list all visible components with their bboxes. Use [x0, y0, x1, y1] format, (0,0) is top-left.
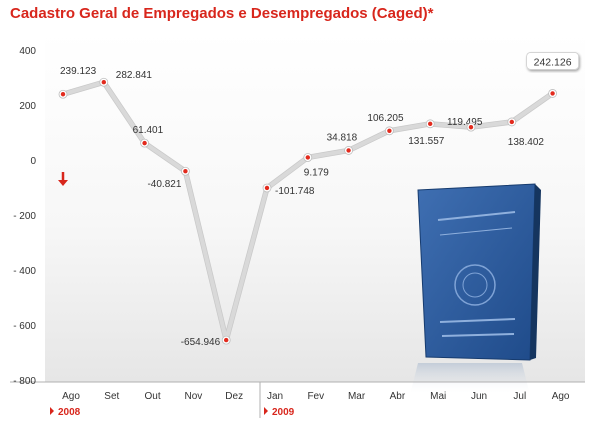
x-tick-label: Nov	[185, 391, 203, 402]
data-marker-center	[305, 155, 310, 160]
data-label: -101.748	[275, 186, 315, 197]
data-marker-center	[264, 185, 270, 191]
data-marker-center	[60, 92, 66, 97]
data-label: 242.126	[534, 56, 572, 68]
x-tick-label: Jul	[513, 391, 526, 402]
x-tick-label: Fev	[307, 391, 324, 402]
year-label: 2009	[272, 407, 295, 418]
x-tick-label: Out	[145, 391, 161, 402]
data-label: 239.123	[60, 66, 97, 77]
data-marker-center	[428, 121, 433, 127]
work-card-text-line	[439, 227, 513, 236]
y-tick-label: 200	[19, 101, 36, 112]
data-label: 282.841	[116, 70, 153, 81]
highlighted-value-callout: 242.126	[526, 52, 579, 70]
y-tick-label: 0	[30, 156, 36, 167]
callout-box	[526, 52, 579, 70]
data-label: 106.205	[367, 113, 404, 124]
y-tick-label: - 400	[13, 266, 36, 277]
data-label: -654.946	[181, 337, 221, 348]
x-axis-ticks: Ago Set Out Nov Dez Jan Fev Mar Abr Mai Jun Jul Ago	[62, 391, 570, 402]
work-card-photo	[410, 183, 541, 395]
data-marker-center	[224, 337, 229, 343]
data-marker-center	[142, 140, 147, 146]
work-card-spine	[530, 184, 541, 360]
down-arrow-icon	[58, 172, 68, 186]
data-label: -40.821	[147, 179, 181, 190]
data-marker-center	[346, 148, 351, 153]
year-marker-icon	[264, 407, 268, 415]
x-tick-label: Mar	[348, 391, 366, 402]
data-marker-center	[183, 169, 188, 174]
x-tick-label: Ago	[552, 391, 570, 402]
year-labels: 2008 2009	[50, 407, 295, 418]
data-marker-center	[509, 119, 514, 125]
work-card-emblem	[454, 264, 496, 306]
work-card-emblem-inner	[462, 272, 488, 298]
work-card-text-line	[441, 333, 515, 337]
y-axis-ticks: 400 200 0 - 200 - 400 - 600 - 800	[13, 46, 36, 387]
data-marker-center	[550, 91, 555, 96]
year-marker-icon	[50, 407, 54, 415]
chart-title: Cadastro Geral de Empregados e Desempreg…	[10, 5, 434, 22]
data-label: 119.495	[447, 117, 483, 128]
data-label-layer: 239.123 282.841 61.401 -40.821 -654.946 -101.…	[60, 52, 579, 348]
work-card-text-line	[439, 318, 516, 323]
x-tick-label: Dez	[225, 391, 243, 402]
data-label: 131.557	[408, 136, 445, 147]
data-label: 9.179	[304, 167, 329, 178]
y-tick-label: - 800	[13, 376, 36, 387]
y-tick-label: - 600	[13, 321, 36, 332]
x-tick-label: Ago	[62, 391, 80, 402]
y-tick-label: 400	[19, 46, 36, 57]
x-tick-label: Set	[104, 391, 119, 402]
x-tick-label: Abr	[390, 391, 406, 402]
work-card-text-line	[437, 211, 516, 221]
work-card-cover	[417, 183, 536, 361]
data-label: 61.401	[133, 125, 164, 136]
x-tick-label: Jun	[471, 391, 487, 402]
data-marker-layer	[58, 77, 557, 345]
data-marker-center	[387, 128, 392, 133]
year-label: 2008	[58, 407, 81, 418]
work-card-reflection	[410, 363, 530, 395]
y-tick-label: - 200	[13, 211, 36, 222]
data-label: 34.818	[327, 132, 358, 143]
data-marker-center	[101, 80, 107, 85]
data-label: 138.402	[508, 137, 545, 148]
x-tick-label: Mai	[430, 391, 446, 402]
data-marker-center	[468, 124, 474, 130]
x-tick-label: Jan	[267, 391, 283, 402]
